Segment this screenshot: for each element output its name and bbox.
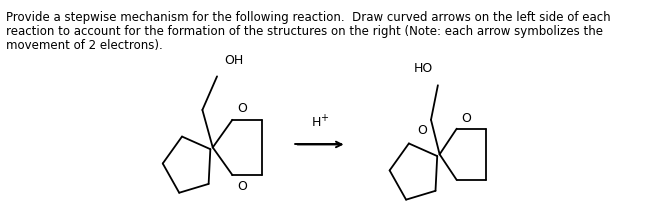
Text: O: O — [238, 180, 247, 193]
Text: Provide a stepwise mechanism for the following reaction.  Draw curved arrows on : Provide a stepwise mechanism for the fol… — [6, 11, 610, 24]
Text: O: O — [461, 112, 471, 125]
Text: H: H — [312, 116, 321, 129]
Text: HO: HO — [414, 62, 433, 75]
Text: O: O — [417, 124, 427, 137]
Text: +: + — [320, 113, 328, 123]
Text: reaction to account for the formation of the structures on the right (Note: each: reaction to account for the formation of… — [6, 25, 603, 38]
Text: OH: OH — [224, 53, 243, 67]
Text: O: O — [238, 102, 247, 115]
Text: movement of 2 electrons).: movement of 2 electrons). — [6, 39, 162, 52]
